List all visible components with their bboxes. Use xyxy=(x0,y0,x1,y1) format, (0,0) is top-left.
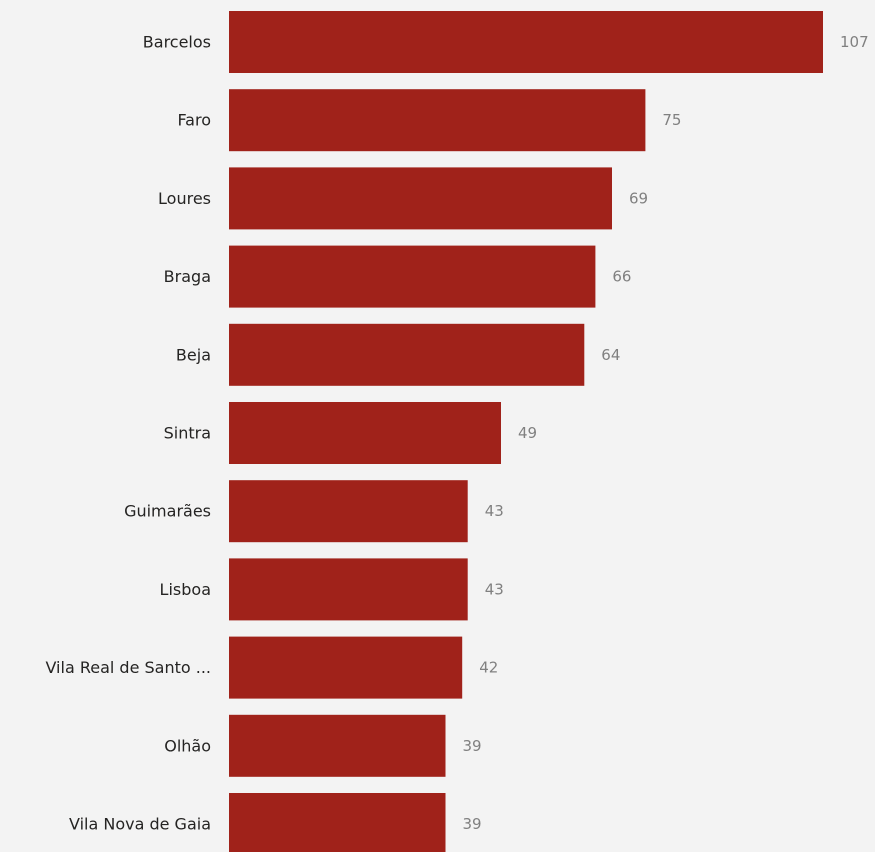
category-label: Beja xyxy=(176,345,211,364)
bar xyxy=(229,402,501,464)
category-label: Barcelos xyxy=(143,33,211,52)
bars-group xyxy=(229,11,823,852)
category-label: Sintra xyxy=(164,424,211,443)
value-label: 107 xyxy=(840,33,869,51)
category-label: Loures xyxy=(158,189,211,208)
category-label: Vila Nova de Gaia xyxy=(69,815,211,834)
bar xyxy=(229,245,596,308)
category-label: Lisboa xyxy=(160,580,211,599)
bar xyxy=(229,558,468,621)
value-label: 42 xyxy=(479,659,498,677)
value-label: 43 xyxy=(485,580,504,598)
value-label: 69 xyxy=(629,189,648,207)
bar xyxy=(229,714,446,777)
bar xyxy=(229,323,585,386)
value-label: 49 xyxy=(518,424,537,442)
bar xyxy=(229,89,646,152)
category-label: Guimarães xyxy=(124,502,211,521)
value-label: 39 xyxy=(463,815,482,833)
value-label: 66 xyxy=(612,268,631,286)
category-label: Braga xyxy=(164,267,211,286)
bar xyxy=(229,793,446,852)
value-label: 43 xyxy=(485,502,504,520)
category-labels: Barcelos Faro Loures Braga Beja Sintra Guimarã… xyxy=(45,33,211,834)
value-label: 39 xyxy=(463,737,482,755)
bar xyxy=(229,480,468,543)
value-label: 64 xyxy=(601,346,620,364)
category-label: Vila Real de Santo ... xyxy=(45,658,211,677)
bar xyxy=(229,11,823,73)
category-label: Olhão xyxy=(164,736,211,755)
value-label: 75 xyxy=(662,111,681,129)
category-label: Faro xyxy=(177,111,211,130)
bar xyxy=(229,636,463,699)
value-labels: 107 75 69 66 64 49 43 43 42 39 39 xyxy=(463,33,869,833)
bar xyxy=(229,167,612,230)
